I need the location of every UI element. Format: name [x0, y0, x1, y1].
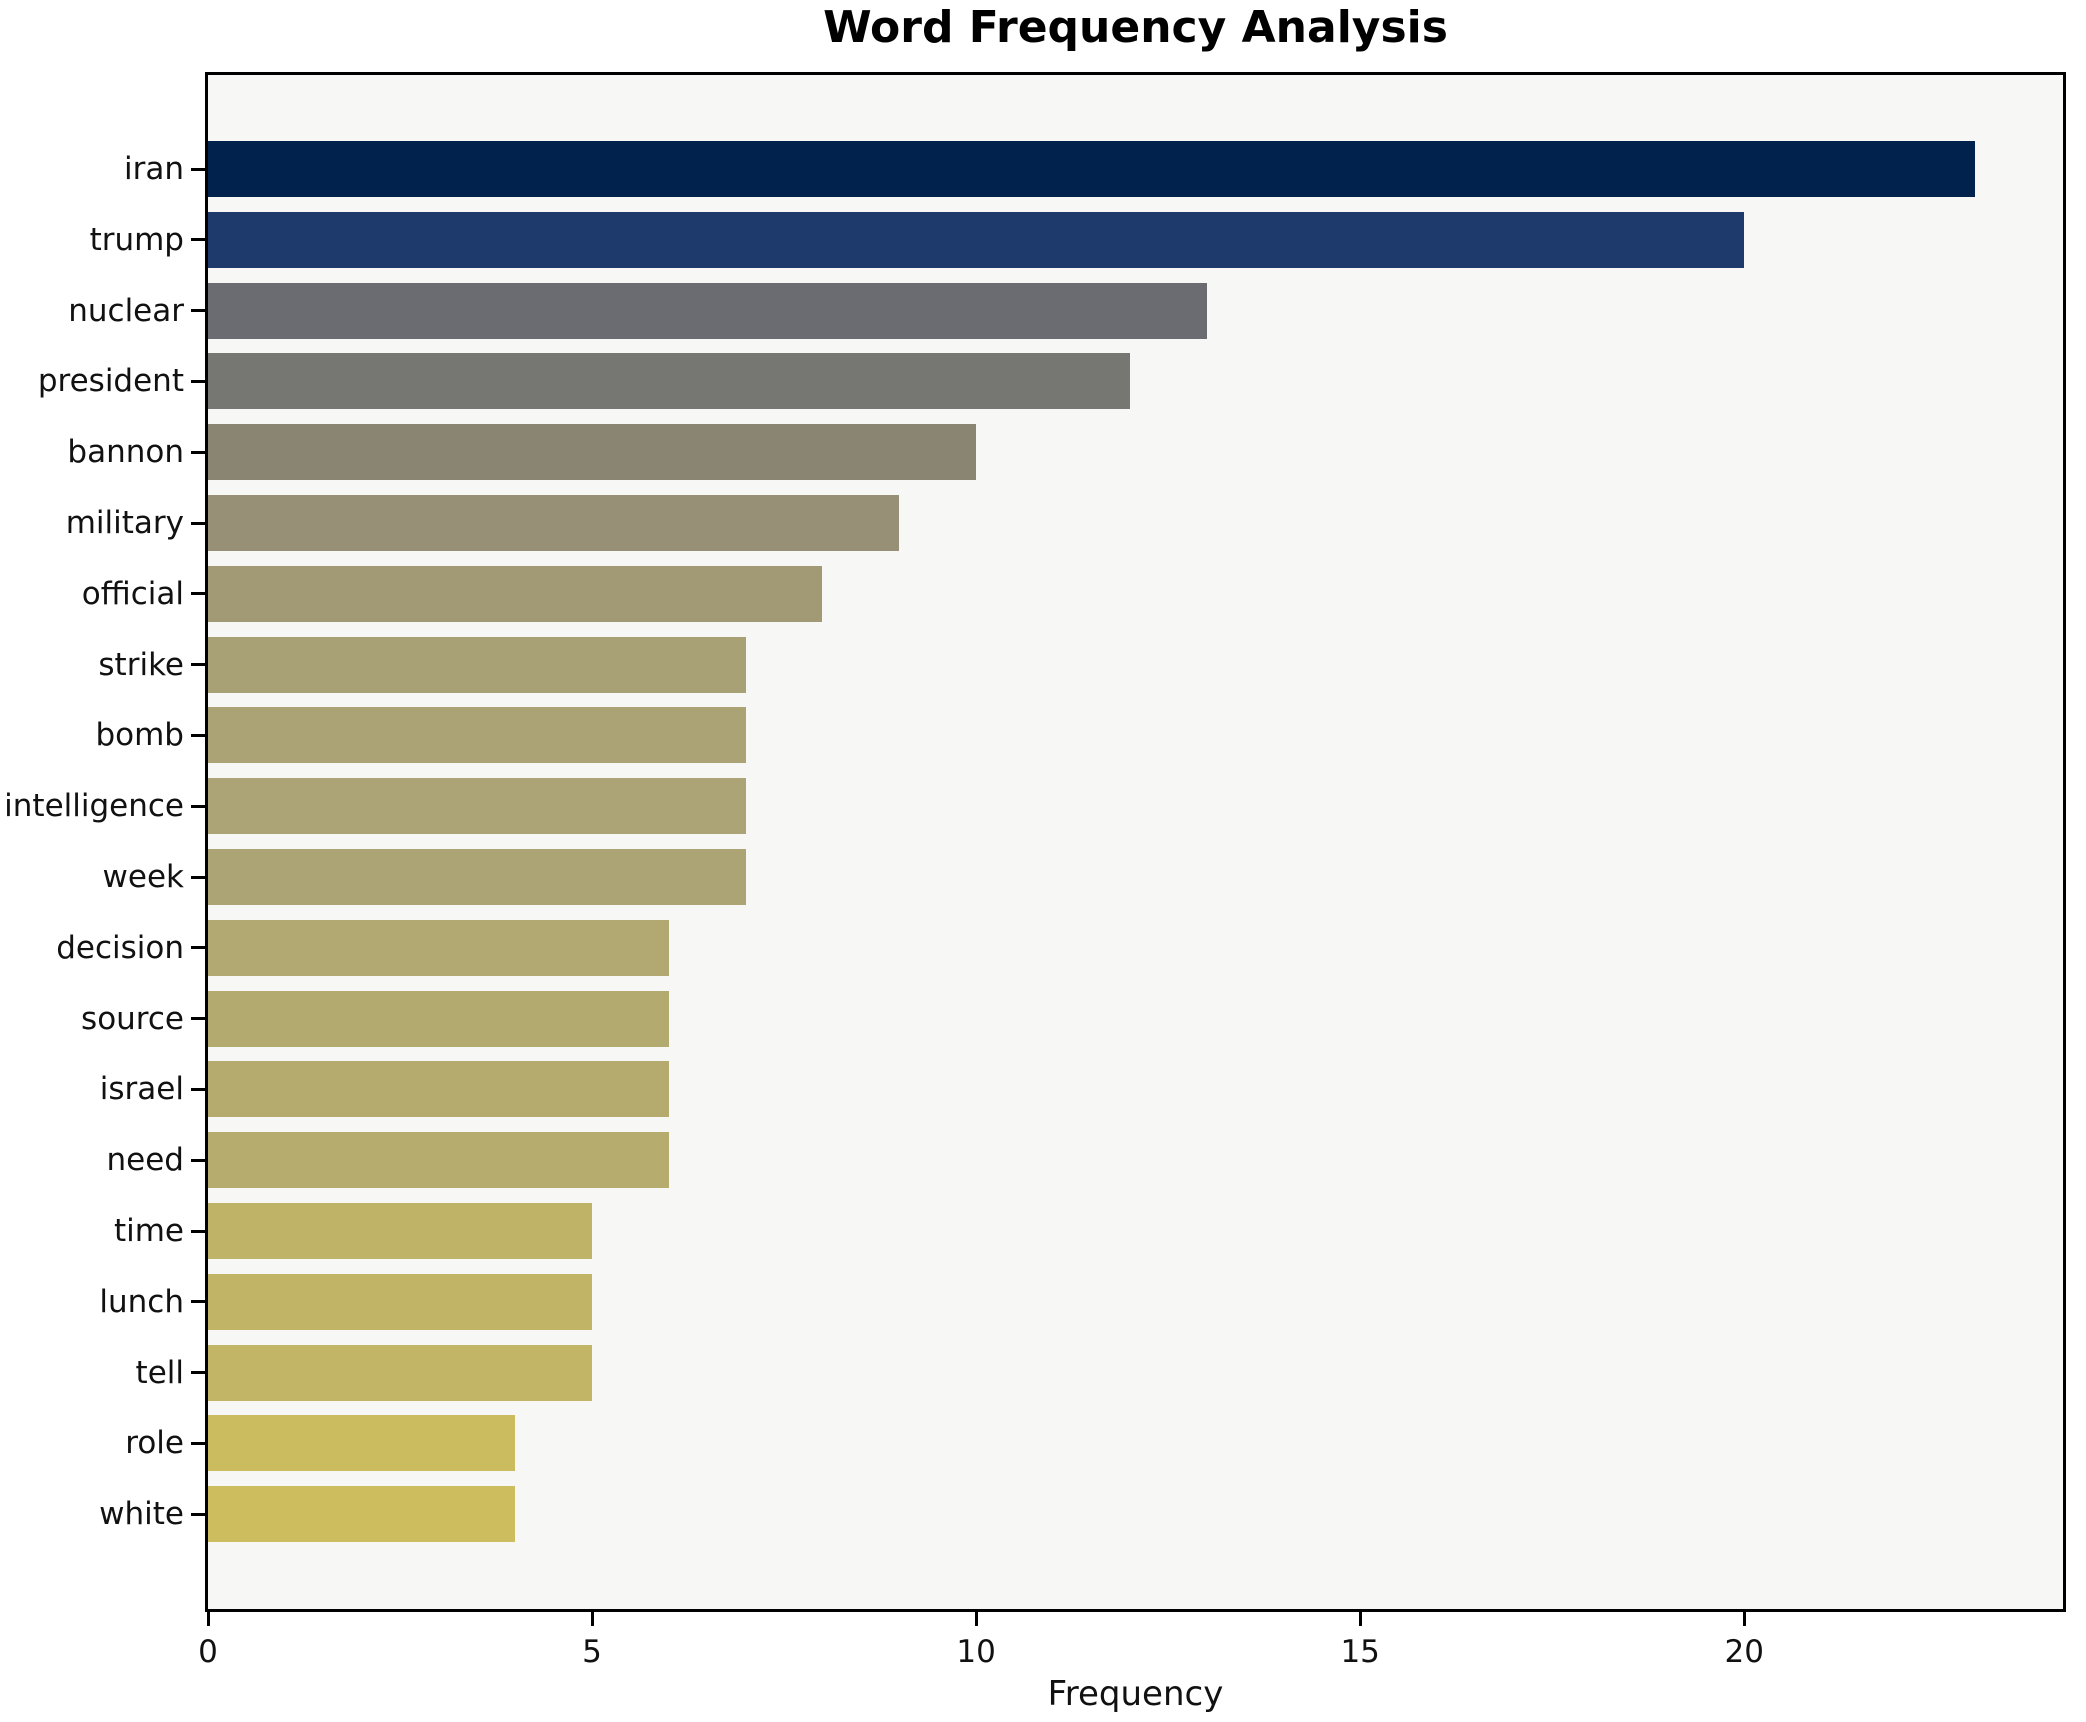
y-tick-label: week: [102, 859, 184, 895]
y-tick: [191, 733, 205, 737]
y-tick-label: official: [81, 575, 184, 612]
y-tick-label: iran: [123, 151, 184, 187]
bar-trump: [208, 211, 1745, 268]
y-tick: [191, 309, 205, 313]
y-tick: [191, 1441, 205, 1445]
y-tick-label: decision: [56, 929, 184, 966]
chart-title: Word Frequency Analysis: [823, 2, 1448, 53]
y-tick: [191, 1158, 205, 1162]
y-tick: [191, 1229, 205, 1233]
x-tick-label: 20: [1724, 1634, 1764, 1670]
y-tick: [191, 592, 205, 596]
bar-role: [208, 1415, 516, 1472]
y-tick: [191, 946, 205, 950]
y-tick: [191, 875, 205, 879]
y-tick-label: time: [113, 1213, 184, 1249]
x-tick: [206, 1612, 210, 1626]
bar-week: [208, 849, 746, 905]
y-tick: [191, 450, 205, 454]
x-tick-label: 15: [1340, 1634, 1380, 1670]
y-tick-label: bannon: [67, 434, 184, 471]
y-tick: [191, 804, 205, 808]
y-tick-label: need: [106, 1142, 184, 1179]
y-tick-label: strike: [98, 646, 184, 683]
bar-intelligence: [208, 778, 746, 835]
bar-tell: [208, 1344, 593, 1401]
x-tick: [974, 1612, 978, 1626]
x-tick-label: 5: [582, 1634, 602, 1670]
y-tick-label: president: [37, 363, 184, 400]
y-tick: [191, 1087, 205, 1091]
y-tick: [191, 1017, 205, 1021]
bar-nuclear: [208, 282, 1207, 339]
bar-time: [208, 1203, 593, 1259]
y-tick: [191, 521, 205, 525]
y-tick-label: lunch: [99, 1283, 184, 1320]
y-tick-label: role: [125, 1425, 184, 1462]
bar-bomb: [208, 707, 746, 764]
x-axis-title: Frequency: [1047, 1674, 1224, 1714]
x-tick-label: 10: [956, 1634, 996, 1670]
y-tick: [191, 238, 205, 242]
y-tick: [191, 1371, 205, 1375]
bar-lunch: [208, 1273, 593, 1330]
y-tick-label: tell: [135, 1354, 184, 1391]
y-tick: [191, 1512, 205, 1516]
y-tick: [191, 167, 205, 171]
bar-official: [208, 565, 823, 622]
bar-bannon: [208, 424, 977, 481]
y-tick-label: source: [81, 1000, 184, 1037]
y-tick-label: israel: [99, 1071, 184, 1108]
y-tick-label: military: [65, 505, 184, 541]
bar-president: [208, 353, 1130, 410]
y-tick: [191, 379, 205, 383]
y-tick: [191, 1300, 205, 1304]
bar-source: [208, 990, 669, 1047]
bar-israel: [208, 1061, 669, 1118]
bar-decision: [208, 919, 669, 976]
y-tick-label: bomb: [95, 717, 184, 754]
y-tick-label: intelligence: [4, 788, 184, 825]
x-tick: [590, 1612, 594, 1626]
y-tick-label: nuclear: [68, 292, 184, 329]
x-tick: [1742, 1612, 1746, 1626]
x-tick-label: 0: [198, 1634, 218, 1670]
y-tick-label: trump: [89, 221, 184, 258]
bar-military: [208, 495, 900, 551]
bar-iran: [208, 141, 1975, 197]
bar-strike: [208, 636, 746, 693]
y-tick-label: white: [99, 1496, 184, 1533]
plot-area: [205, 72, 2066, 1612]
bar-need: [208, 1132, 669, 1189]
bar-white: [208, 1486, 516, 1543]
y-tick: [191, 663, 205, 667]
x-tick: [1358, 1612, 1362, 1626]
